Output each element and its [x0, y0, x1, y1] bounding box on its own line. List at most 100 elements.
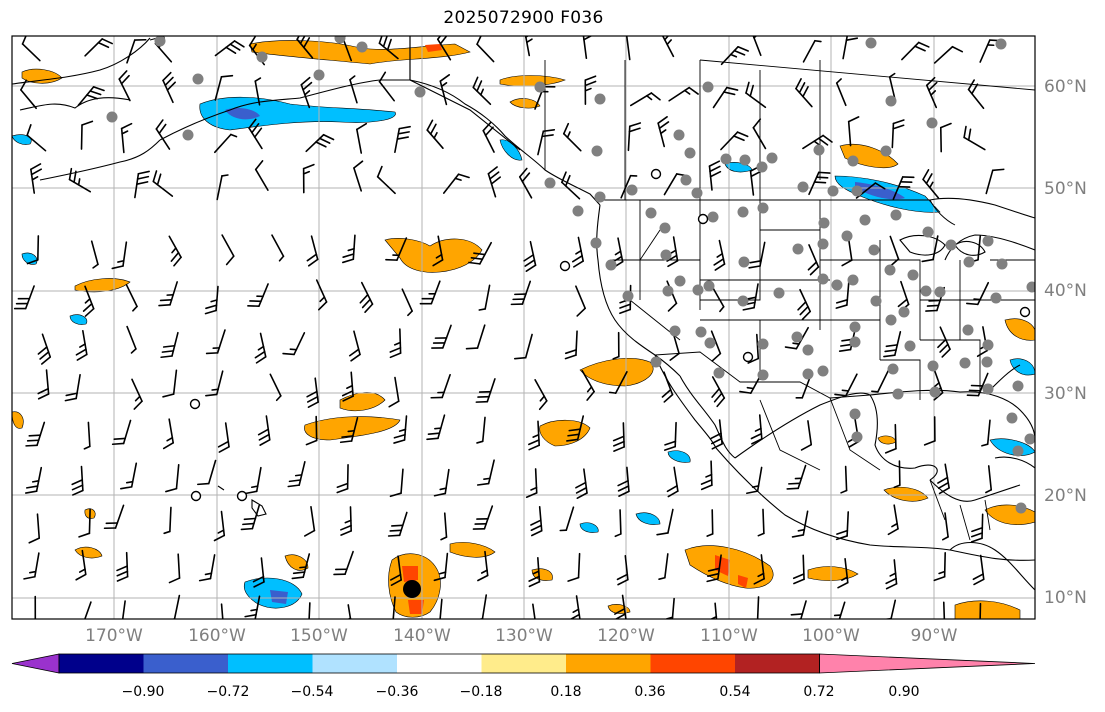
station-dot — [757, 369, 769, 381]
wind-barb — [706, 554, 722, 583]
wind-barb — [160, 331, 179, 359]
station-dot — [662, 285, 674, 297]
station-dot — [885, 95, 897, 107]
station-dot — [962, 324, 974, 336]
wind-barb — [661, 371, 674, 403]
wind-barb — [37, 333, 52, 365]
wind-barb — [25, 421, 46, 447]
wind-barb — [614, 509, 622, 538]
wind-barb — [923, 416, 936, 446]
station-dot — [817, 365, 829, 377]
station-dot — [802, 368, 814, 380]
wind-barb — [26, 124, 47, 152]
wind-barb — [939, 122, 952, 153]
wind-barb — [121, 600, 126, 619]
contour-blob — [635, 512, 661, 525]
station-dot — [1012, 445, 1024, 457]
lon-label: 110°W — [700, 626, 758, 646]
station-dot — [865, 37, 877, 49]
wind-barb — [963, 125, 986, 151]
station-dot — [982, 235, 994, 247]
wind-barb — [271, 234, 285, 262]
wind-barb — [700, 460, 713, 491]
station-dot — [884, 264, 896, 276]
colorbar-segment — [59, 654, 144, 673]
wind-barb — [125, 284, 138, 312]
station-dot — [981, 356, 993, 368]
colorbar-tick-label: 0.36 — [634, 684, 666, 700]
contour-blob — [402, 566, 418, 582]
wind-barb — [625, 36, 631, 61]
wind-barb — [472, 505, 494, 530]
station-dot — [692, 284, 704, 296]
wind-barb — [240, 504, 260, 531]
wind-barb — [710, 330, 722, 362]
contour-blob — [1009, 358, 1035, 376]
wind-barb — [305, 415, 318, 446]
contour-blob — [877, 435, 897, 445]
wind-barb — [584, 75, 597, 105]
wind-barb — [795, 78, 813, 108]
wind-barb — [476, 416, 486, 444]
contour-blob — [12, 411, 24, 429]
wind-barb — [468, 241, 492, 265]
station-dot — [757, 202, 769, 214]
station-dot — [847, 155, 859, 167]
wind-barb — [530, 506, 543, 537]
wind-barb — [306, 377, 319, 408]
wind-barb — [214, 40, 245, 57]
wind-barb — [608, 371, 628, 394]
wind-barb — [921, 235, 939, 263]
colorbar-segment — [566, 654, 651, 673]
wind-barb — [340, 506, 352, 536]
colorbar-tick-label: −0.54 — [290, 684, 334, 700]
wind-barb — [291, 553, 311, 580]
wind-barb — [797, 288, 811, 321]
station-dot — [660, 249, 672, 261]
map-title: 2025072900 F036 — [443, 8, 604, 28]
station-dot — [766, 152, 778, 164]
wind-barb — [790, 600, 807, 619]
station-dot — [703, 280, 715, 292]
colorbar-segment — [481, 654, 567, 673]
station-dot — [849, 321, 861, 333]
wind-barb — [252, 557, 265, 588]
colorbar-tick-label: 0.72 — [803, 684, 835, 700]
wind-barb — [971, 235, 982, 263]
station-dot — [890, 209, 902, 221]
wind-barb — [617, 466, 630, 497]
wind-barb — [214, 74, 234, 101]
wind-barb — [528, 420, 540, 451]
wind-barb — [305, 133, 335, 153]
wind-barb — [575, 285, 586, 317]
wind-barb — [802, 39, 822, 63]
wind-barb — [663, 421, 677, 451]
station-dot — [959, 357, 971, 369]
colorbar-extend-max — [819, 653, 1036, 674]
contour-blob — [12, 134, 32, 145]
wind-barb — [835, 78, 847, 107]
wind-barb — [720, 45, 749, 66]
wind-barb — [871, 369, 890, 393]
wind-barb — [82, 285, 95, 317]
contour-blob — [855, 182, 905, 200]
wind-barb — [287, 461, 306, 488]
wind-barb — [439, 73, 451, 106]
lat-label: 40°N — [1044, 281, 1087, 301]
colorbar-segment — [735, 654, 820, 673]
wind-barb — [75, 549, 87, 581]
wind-barb — [981, 419, 991, 447]
wind-barb — [90, 240, 99, 269]
wind-barb — [616, 555, 629, 586]
contour-blob — [74, 278, 131, 293]
station-ring — [650, 168, 662, 180]
wind-barb — [257, 415, 271, 446]
wind-barb — [835, 511, 850, 541]
wind-barb — [308, 602, 311, 619]
contour-blob — [21, 68, 63, 84]
station-dot — [334, 36, 346, 44]
wind-barb — [204, 285, 219, 315]
lon-label: 170°W — [85, 626, 143, 646]
station-dot — [907, 269, 919, 281]
contour-blob — [74, 546, 103, 559]
